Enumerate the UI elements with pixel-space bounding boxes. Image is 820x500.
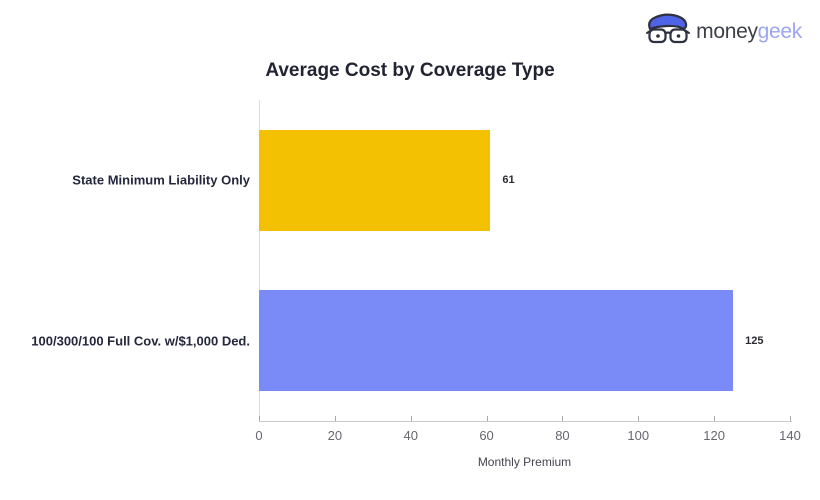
x-axis-tick xyxy=(714,416,716,421)
data-label-0: 61 xyxy=(502,174,515,187)
x-axis-tick-label: 140 xyxy=(779,428,801,443)
plot-area: 61 125 0 20 40 60 80 100 120 140 xyxy=(255,100,801,443)
category-label-0: State Minimum Liability Only xyxy=(72,172,250,188)
x-axis-tick xyxy=(562,416,564,421)
x-axis-tick xyxy=(259,416,260,421)
chart-title: Average Cost by Coverage Type xyxy=(265,60,555,81)
x-axis-tick xyxy=(410,416,412,421)
category-label-1: 100/300/100 Full Cov. w/$1,000 Ded. xyxy=(31,333,250,349)
x-axis-tick xyxy=(486,416,488,421)
x-axis-tick xyxy=(790,416,791,421)
x-axis-title: Monthly Premium xyxy=(477,455,572,469)
logo-text-money: money xyxy=(696,19,758,43)
geek-face-icon xyxy=(646,13,691,44)
bar-0[interactable] xyxy=(259,129,491,231)
y-axis-line xyxy=(259,100,260,421)
x-axis-tick-label: 100 xyxy=(627,428,650,443)
logo-text: moneygeek xyxy=(696,21,802,42)
bar-1[interactable] xyxy=(259,290,734,392)
x-axis-tick-label: 120 xyxy=(703,428,725,443)
logo-text-geek: geek xyxy=(757,19,803,43)
moneygeek-logo: moneygeek xyxy=(645,12,802,50)
x-axis-line xyxy=(259,421,792,422)
x-axis-tick-label: 20 xyxy=(327,428,343,443)
x-axis-tick-label: 80 xyxy=(555,428,570,443)
x-axis-tick-label: 60 xyxy=(479,428,494,443)
x-axis-tick xyxy=(334,416,336,421)
x-axis-tick-label: 40 xyxy=(403,428,418,443)
x-axis-tick xyxy=(638,416,640,421)
data-label-1: 125 xyxy=(745,334,764,347)
x-axis-tick-label: 0 xyxy=(255,428,263,443)
